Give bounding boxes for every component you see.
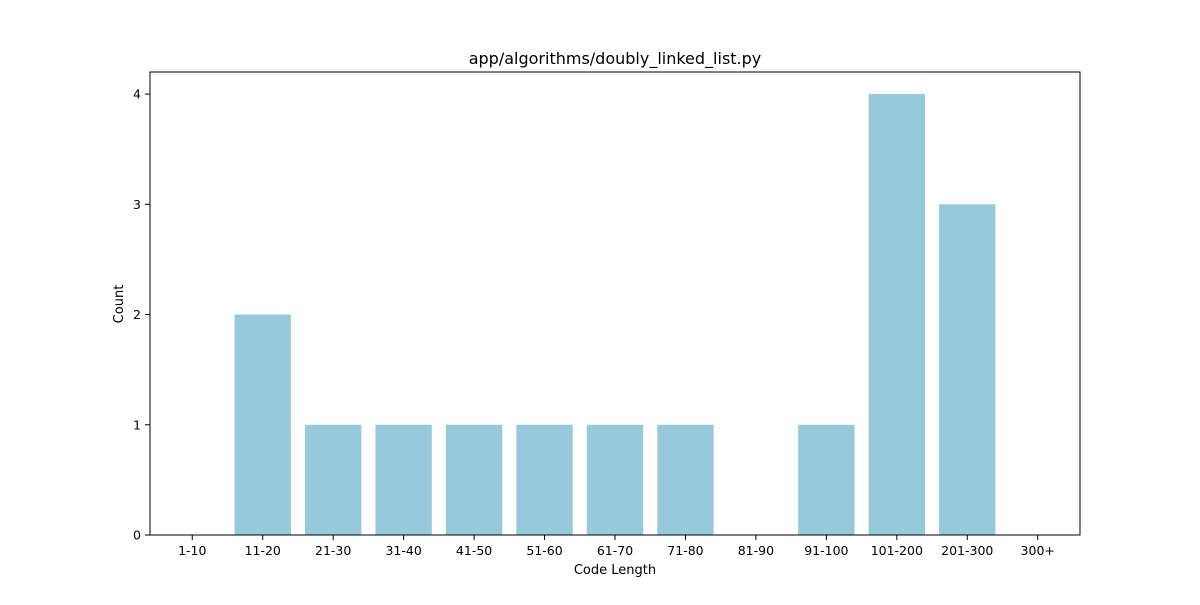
x-tick-label: 41-50 xyxy=(456,543,492,558)
x-tick-label: 201-300 xyxy=(941,543,993,558)
y-tick-label: 1 xyxy=(133,417,141,432)
x-tick-label: 91-100 xyxy=(804,543,848,558)
bar-91-100 xyxy=(798,424,855,535)
x-tick-label: 101-200 xyxy=(871,543,923,558)
bar-11-20 xyxy=(234,314,291,535)
axes-layer: 1-10 11-20 21-30 31-40 41-50 51-60 61-70 71-80 8… xyxy=(133,71,1081,558)
y-axis-label: Count xyxy=(112,285,127,324)
bar-51-60 xyxy=(516,424,573,535)
x-tick-label: 300+ xyxy=(1021,543,1055,558)
x-tick-label: 61-70 xyxy=(597,543,633,558)
y-tick-label: 0 xyxy=(133,528,141,543)
x-tick-label: 1-10 xyxy=(178,543,206,558)
x-tick-label: 11-20 xyxy=(245,543,281,558)
x-axis-label: Code Length xyxy=(574,563,656,578)
y-tick-label: 2 xyxy=(133,307,141,322)
bar-71-80 xyxy=(657,424,714,535)
x-tick-label: 71-80 xyxy=(667,543,703,558)
x-tick-label: 31-40 xyxy=(385,543,421,558)
y-tick-label: 3 xyxy=(133,197,141,212)
bar-21-30 xyxy=(305,424,362,535)
bar-41-50 xyxy=(445,424,503,535)
bar-61-70 xyxy=(586,424,644,535)
bar-201-300 xyxy=(939,204,996,536)
chart-title: app/algorithms/doubly_linked_list.py xyxy=(469,49,762,69)
y-tick-label: 4 xyxy=(133,87,141,102)
bar-101-200 xyxy=(868,94,925,536)
bar-31-40 xyxy=(375,424,432,535)
x-tick-label: 81-90 xyxy=(738,543,774,558)
bars-layer xyxy=(234,94,996,536)
x-tick-label: 21-30 xyxy=(315,543,351,558)
x-tick-label: 51-60 xyxy=(526,543,562,558)
